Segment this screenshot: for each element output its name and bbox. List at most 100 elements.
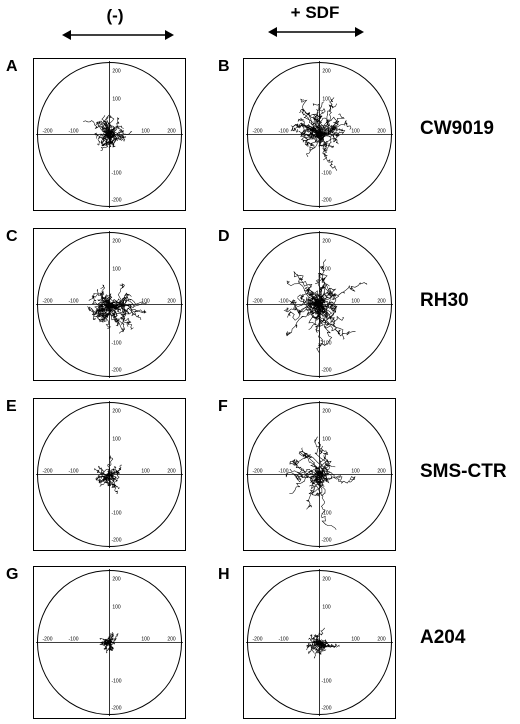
- tick-label: 200: [112, 239, 121, 245]
- track-plot-h: 200 100 -200 -100 100 200 -100 -200: [243, 566, 396, 719]
- tick-label: -100: [278, 299, 288, 305]
- tick-label: -200: [252, 637, 262, 643]
- cell-track: [108, 466, 117, 476]
- tick-label: -100: [321, 679, 331, 685]
- cell-track: [106, 115, 115, 136]
- tick-label: 100: [112, 267, 121, 273]
- tick-label: -100: [111, 679, 121, 685]
- cell-track: [315, 474, 326, 496]
- tick-label: 100: [322, 437, 331, 443]
- cell-track: [298, 127, 320, 141]
- cell-track: [108, 301, 133, 309]
- tick-label: 200: [167, 129, 176, 135]
- tick-label: -100: [278, 637, 288, 643]
- cell-track: [319, 300, 336, 326]
- track-plot-d: 200 100 -200 -100 100 200 -100 -200: [243, 228, 396, 381]
- tick-label: 200: [377, 129, 386, 135]
- cell-track: [97, 304, 114, 323]
- cell-track: [315, 640, 320, 651]
- cell-track: [312, 103, 323, 135]
- tick-label: -100: [321, 511, 331, 517]
- cell-track: [317, 466, 341, 483]
- tick-label: -200: [321, 706, 331, 712]
- tick-label: 100: [141, 299, 150, 305]
- cell-track: [318, 474, 337, 530]
- tick-label: -200: [42, 637, 52, 643]
- cell-track: [298, 447, 322, 479]
- track-plot-f: 200 100 -200 -100 100 200 -100 -200: [243, 398, 396, 551]
- cell-track: [108, 283, 125, 305]
- tick-label: 100: [322, 267, 331, 273]
- cell-track: [109, 474, 119, 494]
- panel-letter-g: G: [6, 566, 19, 583]
- track-plot-c: 200 100 -200 -100 100 200 -100 -200: [33, 228, 186, 381]
- tick-label: 100: [351, 299, 360, 305]
- panel-letter-f: F: [218, 398, 228, 415]
- tick-label: -200: [42, 129, 52, 135]
- tick-label: 200: [377, 469, 386, 475]
- track-plot-svg: 200 100 -200 -100 100 200 -100 -200: [246, 61, 393, 208]
- cell-line-label-rh30: RH30: [420, 290, 469, 311]
- cell-track: [107, 455, 114, 475]
- cell-track: [99, 641, 111, 646]
- cell-track: [317, 304, 333, 347]
- cell-track: [92, 302, 110, 320]
- tick-label: -100: [68, 299, 78, 305]
- cell-track: [99, 304, 110, 323]
- tick-label: -100: [68, 469, 78, 475]
- tick-label: -200: [111, 706, 121, 712]
- cell-track: [109, 303, 132, 327]
- tick-label: 100: [141, 637, 150, 643]
- double-arrow-icon: [62, 30, 174, 40]
- cell-track: [318, 273, 328, 305]
- cell-track: [315, 469, 333, 497]
- tick-label: 200: [322, 577, 331, 583]
- cell-track: [107, 131, 125, 140]
- track-plot-svg: 200 100 -200 -100 100 200 -100 -200: [36, 401, 183, 548]
- cell-track: [106, 134, 114, 145]
- tick-label: -100: [321, 341, 331, 347]
- tick-label: -100: [321, 171, 331, 177]
- cell-track: [297, 293, 320, 305]
- cell-track: [97, 465, 110, 475]
- cell-track: [302, 465, 326, 475]
- cell-track: [285, 470, 321, 483]
- tick-label: 200: [112, 577, 121, 583]
- cell-track: [315, 627, 325, 644]
- tick-label: -200: [321, 538, 331, 544]
- cell-track: [100, 473, 111, 483]
- cell-track: [315, 259, 327, 305]
- cell-track: [308, 300, 322, 331]
- track-plot-b: 200 100 -200 -100 100 200 -100 -200: [243, 58, 396, 211]
- track-plot-g: 200 100 -200 -100 100 200 -100 -200: [33, 566, 186, 719]
- tick-label: 200: [322, 409, 331, 415]
- track-plot-svg: 200 100 -200 -100 100 200 -100 -200: [36, 569, 183, 716]
- cell-track: [313, 634, 321, 644]
- tick-label: 200: [377, 637, 386, 643]
- tick-label: -200: [252, 129, 262, 135]
- tick-label: 200: [167, 469, 176, 475]
- cell-track: [100, 302, 116, 311]
- cell-track: [304, 134, 321, 147]
- tick-label: -100: [68, 637, 78, 643]
- double-arrow-icon: [268, 27, 364, 37]
- tick-label: 200: [322, 239, 331, 245]
- tick-label: 100: [351, 637, 360, 643]
- cell-track: [317, 455, 332, 475]
- cell-track: [313, 304, 324, 353]
- cell-track: [319, 283, 333, 305]
- tick-label: -100: [278, 129, 288, 135]
- tick-label: 100: [322, 97, 331, 103]
- tick-label: 100: [112, 97, 121, 103]
- tick-label: -100: [68, 129, 78, 135]
- cell-track: [319, 641, 330, 647]
- cell-line-label-cw9019: CW9019: [420, 118, 494, 139]
- cell-line-label-sms-ctr: SMS-CTR: [420, 461, 507, 482]
- cell-track: [107, 632, 112, 643]
- cell-track: [309, 473, 323, 490]
- cell-track: [109, 129, 116, 137]
- column-header-sdf: + SDF: [290, 3, 340, 22]
- cell-track: [283, 298, 321, 313]
- cell-track: [100, 304, 126, 320]
- panel-letter-b: B: [218, 58, 230, 75]
